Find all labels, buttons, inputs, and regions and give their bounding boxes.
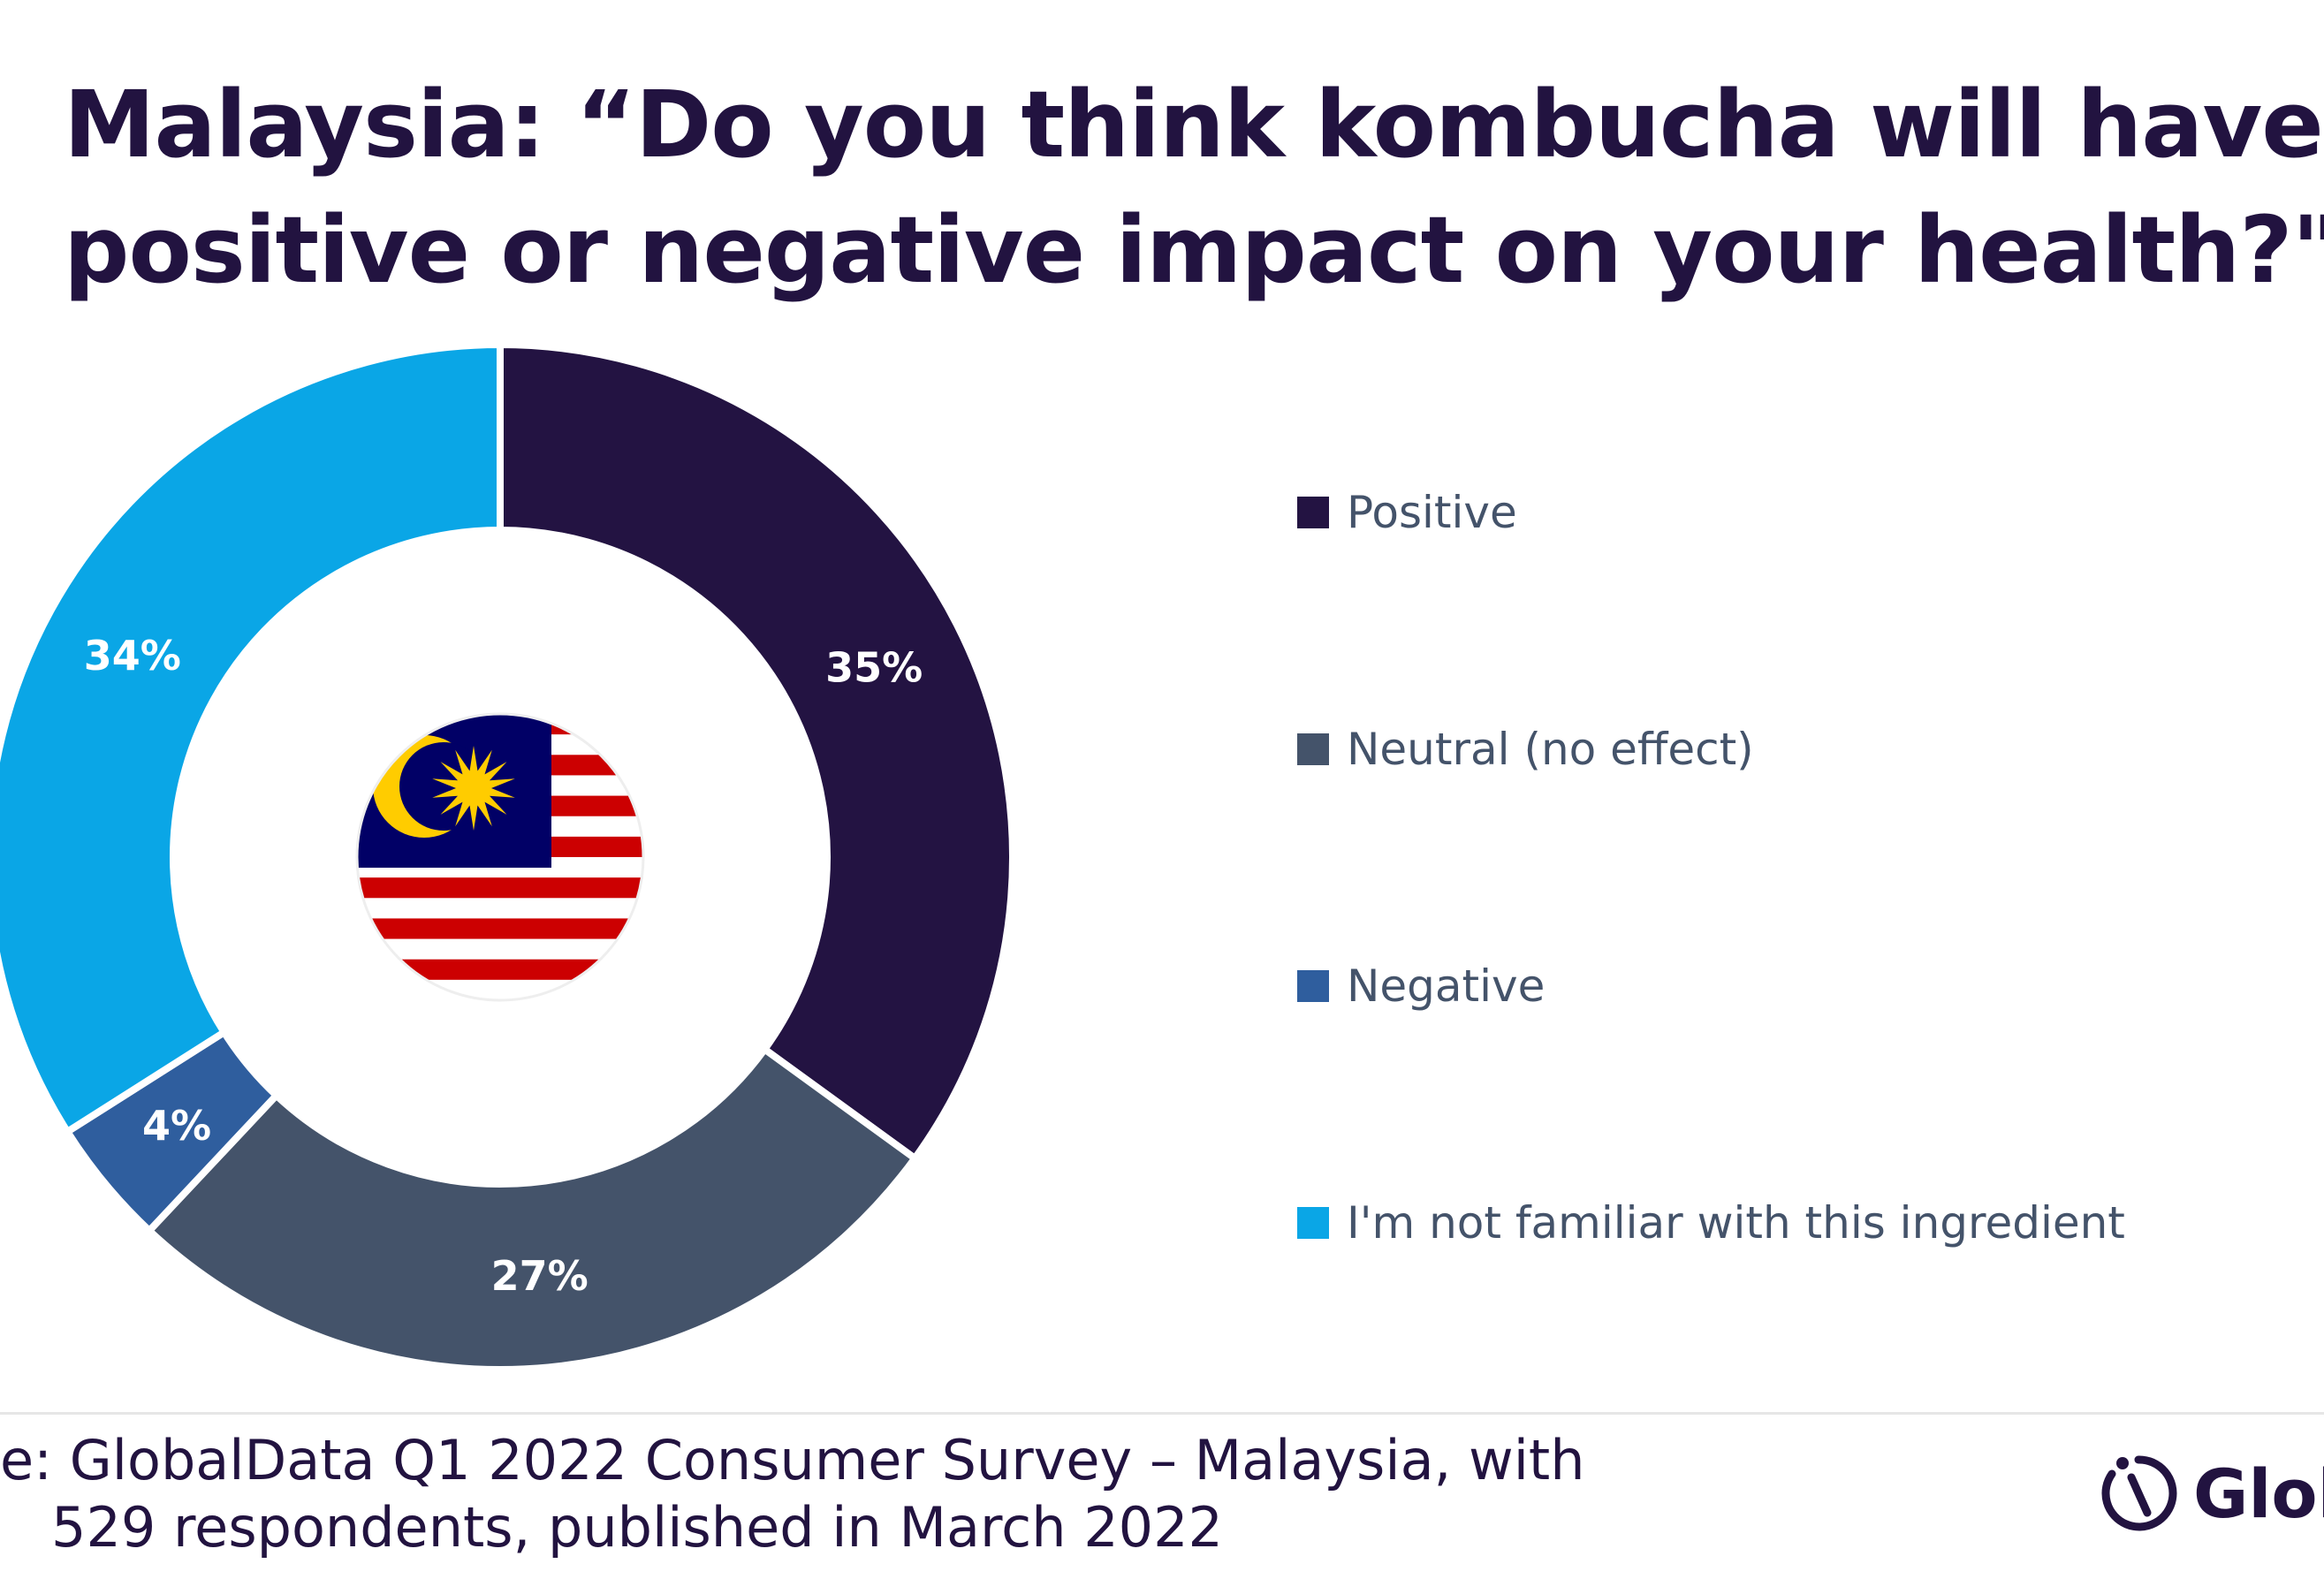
legend-item-positive: Positive bbox=[1297, 486, 1517, 539]
source-line-2: 529 respondents, published in March 2022 bbox=[51, 1495, 1224, 1560]
data-label-negative: 4% bbox=[142, 1102, 211, 1150]
legend-item-neutral: Neutral (no effect) bbox=[1297, 723, 1754, 776]
legend-item-negative: Negative bbox=[1297, 960, 1545, 1013]
donut-slice-neutral bbox=[144, 1044, 920, 1373]
source-note: e: GlobalData Q1 2022 Consumer Survey – … bbox=[0, 1427, 1585, 1561]
source-line-1: e: GlobalData Q1 2022 Consumer Survey – … bbox=[0, 1428, 1585, 1492]
legend-label-negative: Negative bbox=[1347, 960, 1546, 1012]
legend-swatch-negative bbox=[1297, 970, 1329, 1002]
globaldata-logo-icon bbox=[2101, 1455, 2177, 1531]
legend-label-positive: Positive bbox=[1347, 487, 1517, 538]
donut-slice-positive bbox=[497, 340, 1016, 1164]
data-label-neutral: 27% bbox=[491, 1252, 589, 1300]
legend-swatch-positive bbox=[1297, 497, 1329, 528]
donut-chart: 35% 27% 4% 34% bbox=[0, 340, 1016, 1373]
legend-swatch-not-familiar bbox=[1297, 1207, 1329, 1239]
brand-logo: Glob bbox=[2096, 1449, 2324, 1537]
legend-label-neutral: Neutral (no effect) bbox=[1347, 724, 1754, 775]
data-label-not-familiar: 34% bbox=[84, 632, 181, 679]
footer-divider bbox=[0, 1412, 2324, 1415]
brand-name: Glob bbox=[2193, 1454, 2324, 1533]
chart-title-line-2: positive or negative impact on your heal… bbox=[64, 196, 2324, 304]
donut-slice-not-familiar bbox=[0, 340, 504, 1137]
legend-label-not-familiar: I'm not familiar with this ingredient bbox=[1347, 1197, 2125, 1249]
chart-title-line-1: Malaysia: “Do you think kombucha will ha… bbox=[64, 71, 2324, 178]
legend-item-not-familiar: I'm not familiar with this ingredient bbox=[1297, 1196, 2125, 1249]
data-label-positive: 35% bbox=[825, 643, 923, 691]
chart-title: Malaysia: “Do you think kombucha will ha… bbox=[64, 62, 2324, 313]
malaysia-flag-icon bbox=[355, 712, 645, 1002]
legend-swatch-neutral bbox=[1297, 733, 1329, 765]
